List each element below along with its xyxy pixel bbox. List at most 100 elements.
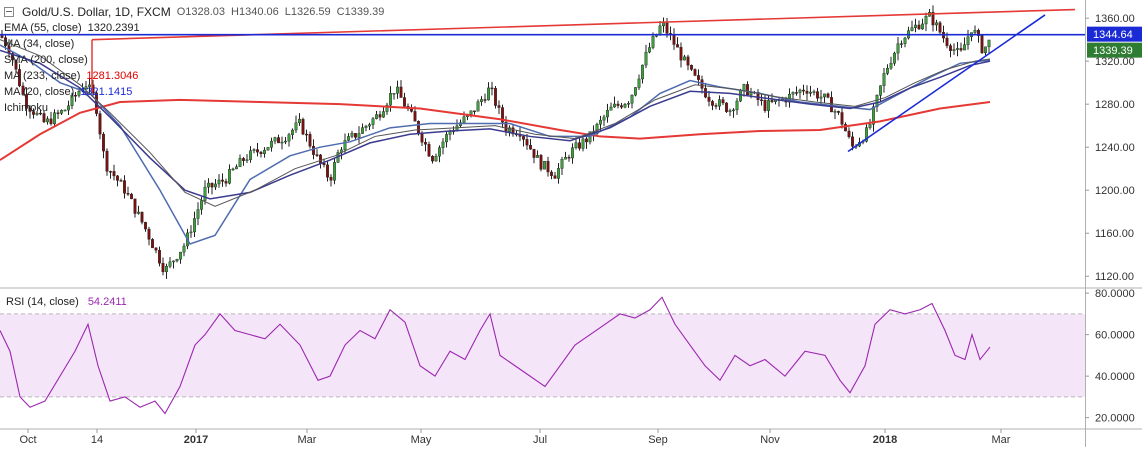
legend-item-ma20[interactable]: MA (20, close) 1321.1415 <box>4 84 384 100</box>
candle-down <box>417 121 420 134</box>
candle-down <box>697 75 700 80</box>
candle-up <box>245 159 249 161</box>
candle-up <box>294 122 298 131</box>
candle-up <box>914 24 917 28</box>
candle-down <box>140 211 144 223</box>
legend-item-ema55[interactable]: EMA (55, close) 1320.2391 <box>4 20 384 36</box>
candle-down <box>686 56 690 66</box>
candle-up <box>812 91 816 93</box>
candle-down <box>917 24 921 30</box>
candle-up <box>571 147 574 159</box>
candle-up <box>77 91 81 96</box>
price-tick-label: 1200.00 <box>1095 185 1135 197</box>
candle-down <box>763 100 767 111</box>
candle-up <box>88 84 91 87</box>
candle-up <box>63 109 67 112</box>
candle-up <box>606 110 609 118</box>
candle-down <box>424 142 427 145</box>
symbol-header[interactable]: Gold/U.S. Dollar, 1D, FXCM O1328.03 H134… <box>4 4 384 20</box>
candle-up <box>872 106 875 125</box>
candle-up <box>364 125 368 128</box>
candle-up <box>728 110 732 112</box>
candle-down <box>525 139 529 146</box>
candle-up <box>658 25 662 35</box>
candle-up <box>833 111 837 113</box>
time-tick-label: Sep <box>648 434 668 446</box>
candle-down <box>567 157 571 159</box>
candle-down <box>949 45 952 51</box>
candle-up <box>651 36 655 48</box>
candle-up <box>732 109 735 112</box>
candle-up <box>441 141 445 148</box>
candle-up <box>476 101 480 112</box>
candle-down <box>242 158 245 161</box>
legend-item-ma34[interactable]: MA (34, close) <box>4 36 384 52</box>
candle-down <box>119 180 123 182</box>
candle-up <box>347 136 350 141</box>
candle-down <box>112 171 116 177</box>
candle-up <box>560 159 564 169</box>
candle-up <box>168 261 172 267</box>
legend-name: MA (233, close) <box>4 70 81 82</box>
candle-down <box>322 163 326 166</box>
candle-down <box>151 239 154 249</box>
candle-up <box>921 23 924 30</box>
candle-up <box>574 142 578 148</box>
candle-down <box>224 181 228 184</box>
rsi-legend[interactable]: RSI (14, close) 54.2411 <box>6 296 127 308</box>
candle-up <box>84 86 88 90</box>
candle-down <box>837 111 840 113</box>
candle-up <box>641 64 644 80</box>
candle-down <box>770 100 774 102</box>
candle-down <box>42 113 46 123</box>
time-tick-label: Nov <box>760 434 780 446</box>
candle-down <box>980 35 984 54</box>
candle-down <box>277 137 280 144</box>
candle-up <box>564 157 567 160</box>
candle-down <box>126 193 130 195</box>
candle-down <box>756 91 760 101</box>
candle-up <box>613 103 616 108</box>
candle-up <box>739 90 742 102</box>
candle-down <box>403 97 406 107</box>
legend-item-ma233[interactable]: MA (233, close) 1281.3046 <box>4 68 384 84</box>
legend-item-ichimoku[interactable]: Ichimoku <box>4 100 384 116</box>
legend-value: 1320.2391 <box>87 22 140 34</box>
candle-up <box>214 183 217 188</box>
collapse-icon[interactable] <box>4 7 14 17</box>
candle-down <box>522 136 525 140</box>
candle-up <box>487 87 490 101</box>
candle-down <box>256 149 259 153</box>
candle-up <box>819 96 823 99</box>
candle-up <box>235 166 238 170</box>
candle-up <box>924 16 928 25</box>
candle-up <box>252 149 256 151</box>
candle-up <box>868 124 872 128</box>
candle-down <box>672 34 676 45</box>
candle-down <box>977 30 980 36</box>
price-tag-label: 1344.64 <box>1093 29 1133 41</box>
candle-down <box>28 108 32 112</box>
candle-down <box>550 171 553 176</box>
price-tick-label: 1280.00 <box>1095 99 1135 111</box>
legend-name: Ichimoku <box>4 102 49 114</box>
time-tick-label: Jul <box>533 434 547 446</box>
candle-down <box>74 95 77 97</box>
candle-up <box>371 118 375 125</box>
candle-up <box>599 119 602 125</box>
candle-up <box>602 116 606 121</box>
candle-up <box>749 92 753 96</box>
rsi-tick-label: 40.0000 <box>1095 371 1135 383</box>
candle-up <box>179 251 182 260</box>
candle-down <box>546 160 550 173</box>
candle-up <box>508 127 511 132</box>
ohlc-high: H1340.06 <box>231 6 279 18</box>
candle-up <box>70 95 74 106</box>
candle-down <box>483 99 487 101</box>
legend-item-sma200[interactable]: SMA (200, close) <box>4 52 384 68</box>
candle-up <box>249 150 252 160</box>
candle-up <box>434 155 438 162</box>
candle-up <box>207 182 210 188</box>
candle-down <box>578 142 581 149</box>
